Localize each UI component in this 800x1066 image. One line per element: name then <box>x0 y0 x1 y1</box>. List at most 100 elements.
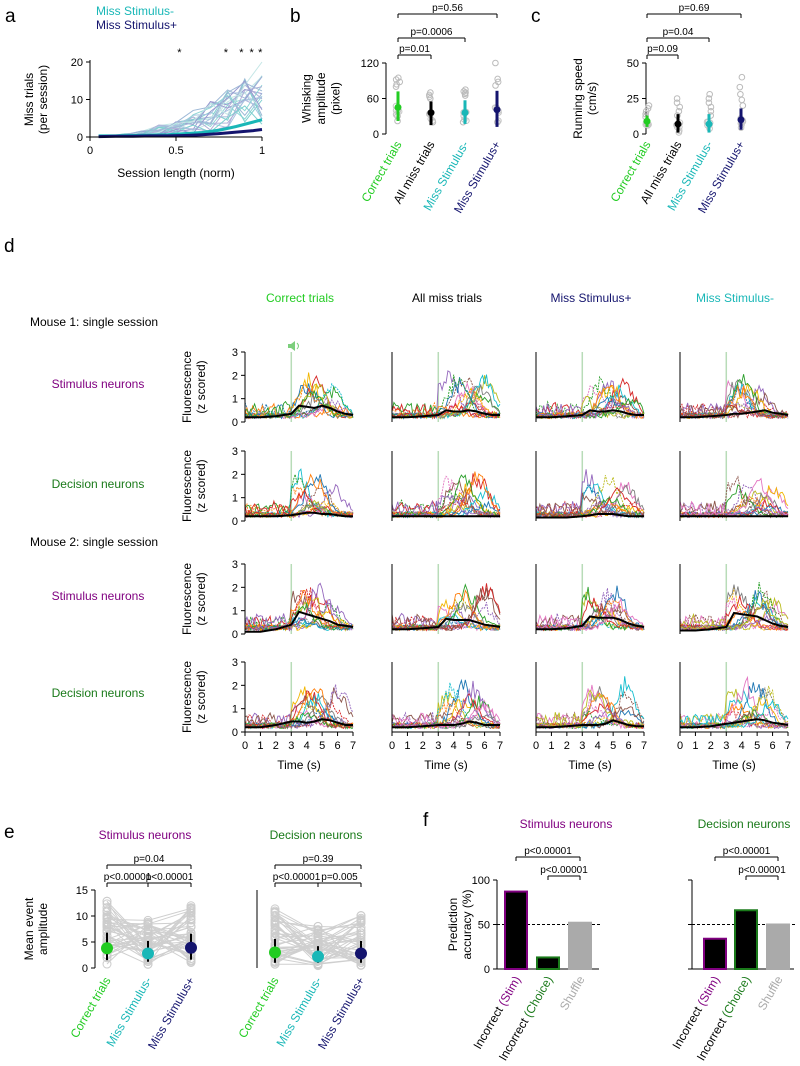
mean-dot-3 <box>493 106 501 114</box>
column-title-2: Miss Stimulus+ <box>550 291 631 305</box>
legend-miss-stimulus-plus: Miss Stimulus+ <box>96 18 177 32</box>
comparison-2-label: p=0.04 <box>134 854 165 865</box>
paired-line <box>274 911 362 942</box>
data-point <box>738 96 746 104</box>
category-label-2: Shuffle <box>755 973 786 1012</box>
neuron-trace <box>535 492 645 519</box>
mean-trace <box>536 409 644 419</box>
mean-dot-0 <box>394 103 402 111</box>
x-tick-label: 2 <box>564 740 570 752</box>
data-point <box>739 102 747 109</box>
subplot-title-0: Stimulus neurons <box>99 828 192 842</box>
significance-star: * <box>258 47 263 59</box>
mouse-1-label: Mouse 1: single session <box>30 315 158 329</box>
mean-dot-0 <box>101 942 113 955</box>
neuron-trace <box>679 384 789 420</box>
x-tick-label: 1 <box>259 145 265 157</box>
y-tick-label: 120 <box>361 58 379 70</box>
x-tick-label: 1 <box>548 740 554 752</box>
neuron-trace <box>535 497 645 519</box>
y-tick-label: 0 <box>633 129 639 141</box>
y-tick-label: 2 <box>232 469 238 481</box>
paired-line <box>274 934 362 967</box>
category-paren: (Choice) <box>719 974 754 1020</box>
paired-line <box>106 933 192 942</box>
neuron-trace <box>244 699 354 728</box>
mean-trace <box>536 615 645 631</box>
data-point <box>270 908 280 918</box>
y-axis-label: Miss trials <box>22 73 36 126</box>
y-tick-label: 100 <box>472 875 490 887</box>
neuron-trace <box>391 496 501 518</box>
y-axis-label: (pixel) <box>328 82 342 115</box>
data-point <box>186 908 196 918</box>
mean-dot-2 <box>355 947 367 960</box>
mean-trace <box>536 513 644 519</box>
x-tick-label: 6 <box>482 740 488 752</box>
category-prefix: Incorrect <box>496 1013 533 1063</box>
paired-line <box>274 908 362 934</box>
y-tick-label: 50 <box>627 58 639 70</box>
y-tick-label: 0 <box>232 727 238 739</box>
comparison-1-label: p=0.0006 <box>411 27 453 38</box>
x-tick-label: 1 <box>404 740 410 752</box>
neuron-trace <box>679 686 789 730</box>
category-paren: (Stim) <box>694 974 722 1009</box>
x-tick-label: 2 <box>708 740 714 752</box>
column-title-3: Miss Stimulus- <box>696 291 774 305</box>
comparison-0-label: p<0.00001 <box>273 872 321 883</box>
mean-trace <box>245 610 354 633</box>
neuron-trace <box>244 684 354 730</box>
y-axis-label: amplitude <box>36 903 50 955</box>
data-point <box>102 920 112 930</box>
bar-0 <box>504 890 528 971</box>
y-tick-label: 10 <box>76 911 88 923</box>
bar-2 <box>568 921 592 970</box>
data-point <box>675 107 683 115</box>
mean-trace <box>245 511 353 518</box>
x-tick-label: 4 <box>595 740 601 752</box>
neuron-trace <box>244 386 354 419</box>
y-tick-label: 1 <box>232 606 238 618</box>
data-point <box>313 929 323 939</box>
speaker-icon <box>288 341 295 351</box>
mean-dot-2 <box>461 109 469 117</box>
neuron-trace <box>535 597 645 632</box>
neuron-trace <box>391 402 501 420</box>
comparison-2-label: p=0.56 <box>432 3 463 14</box>
data-point <box>102 914 112 924</box>
row-label-2: Stimulus neurons <box>52 589 145 603</box>
comparison-0-label: p<0.00001 <box>524 846 572 857</box>
y-axis-label: (cm/s) <box>585 82 599 115</box>
neuron-trace <box>244 472 354 519</box>
x-tick-label: 5 <box>754 740 760 752</box>
mean-trace <box>680 718 789 729</box>
y-tick-label: 0 <box>232 629 238 641</box>
comparison-1-label: p=0.04 <box>663 27 694 38</box>
category-paren: (Stim) <box>495 974 523 1009</box>
x-axis-label: Time (s) <box>424 758 468 772</box>
significance-star: * <box>250 47 255 59</box>
neuron-trace <box>244 587 354 632</box>
x-axis-label: Session length (norm) <box>117 166 234 180</box>
mean-trace <box>392 720 500 729</box>
paired-line <box>106 909 192 945</box>
x-tick-label: 0 <box>242 740 248 752</box>
comparison-0-label: p=0.01 <box>399 44 430 55</box>
data-point <box>706 90 713 98</box>
y-tick-label: 60 <box>367 94 379 106</box>
data-point <box>494 75 501 83</box>
data-point <box>102 899 112 909</box>
data-point <box>676 103 684 111</box>
comparison-2-label: p=0.39 <box>303 854 334 865</box>
x-tick-label: 1 <box>692 740 698 752</box>
paired-line <box>106 929 192 956</box>
x-tick-label: 7 <box>641 740 647 752</box>
panel-letter-d: d <box>4 236 15 257</box>
speaker-wave-icon <box>296 342 299 350</box>
y-tick-label: 1 <box>232 704 238 716</box>
x-tick-label: 1 <box>257 740 263 752</box>
y-tick-label: 0 <box>82 963 88 975</box>
neuron-trace <box>679 398 789 420</box>
neuron-trace <box>679 477 789 519</box>
